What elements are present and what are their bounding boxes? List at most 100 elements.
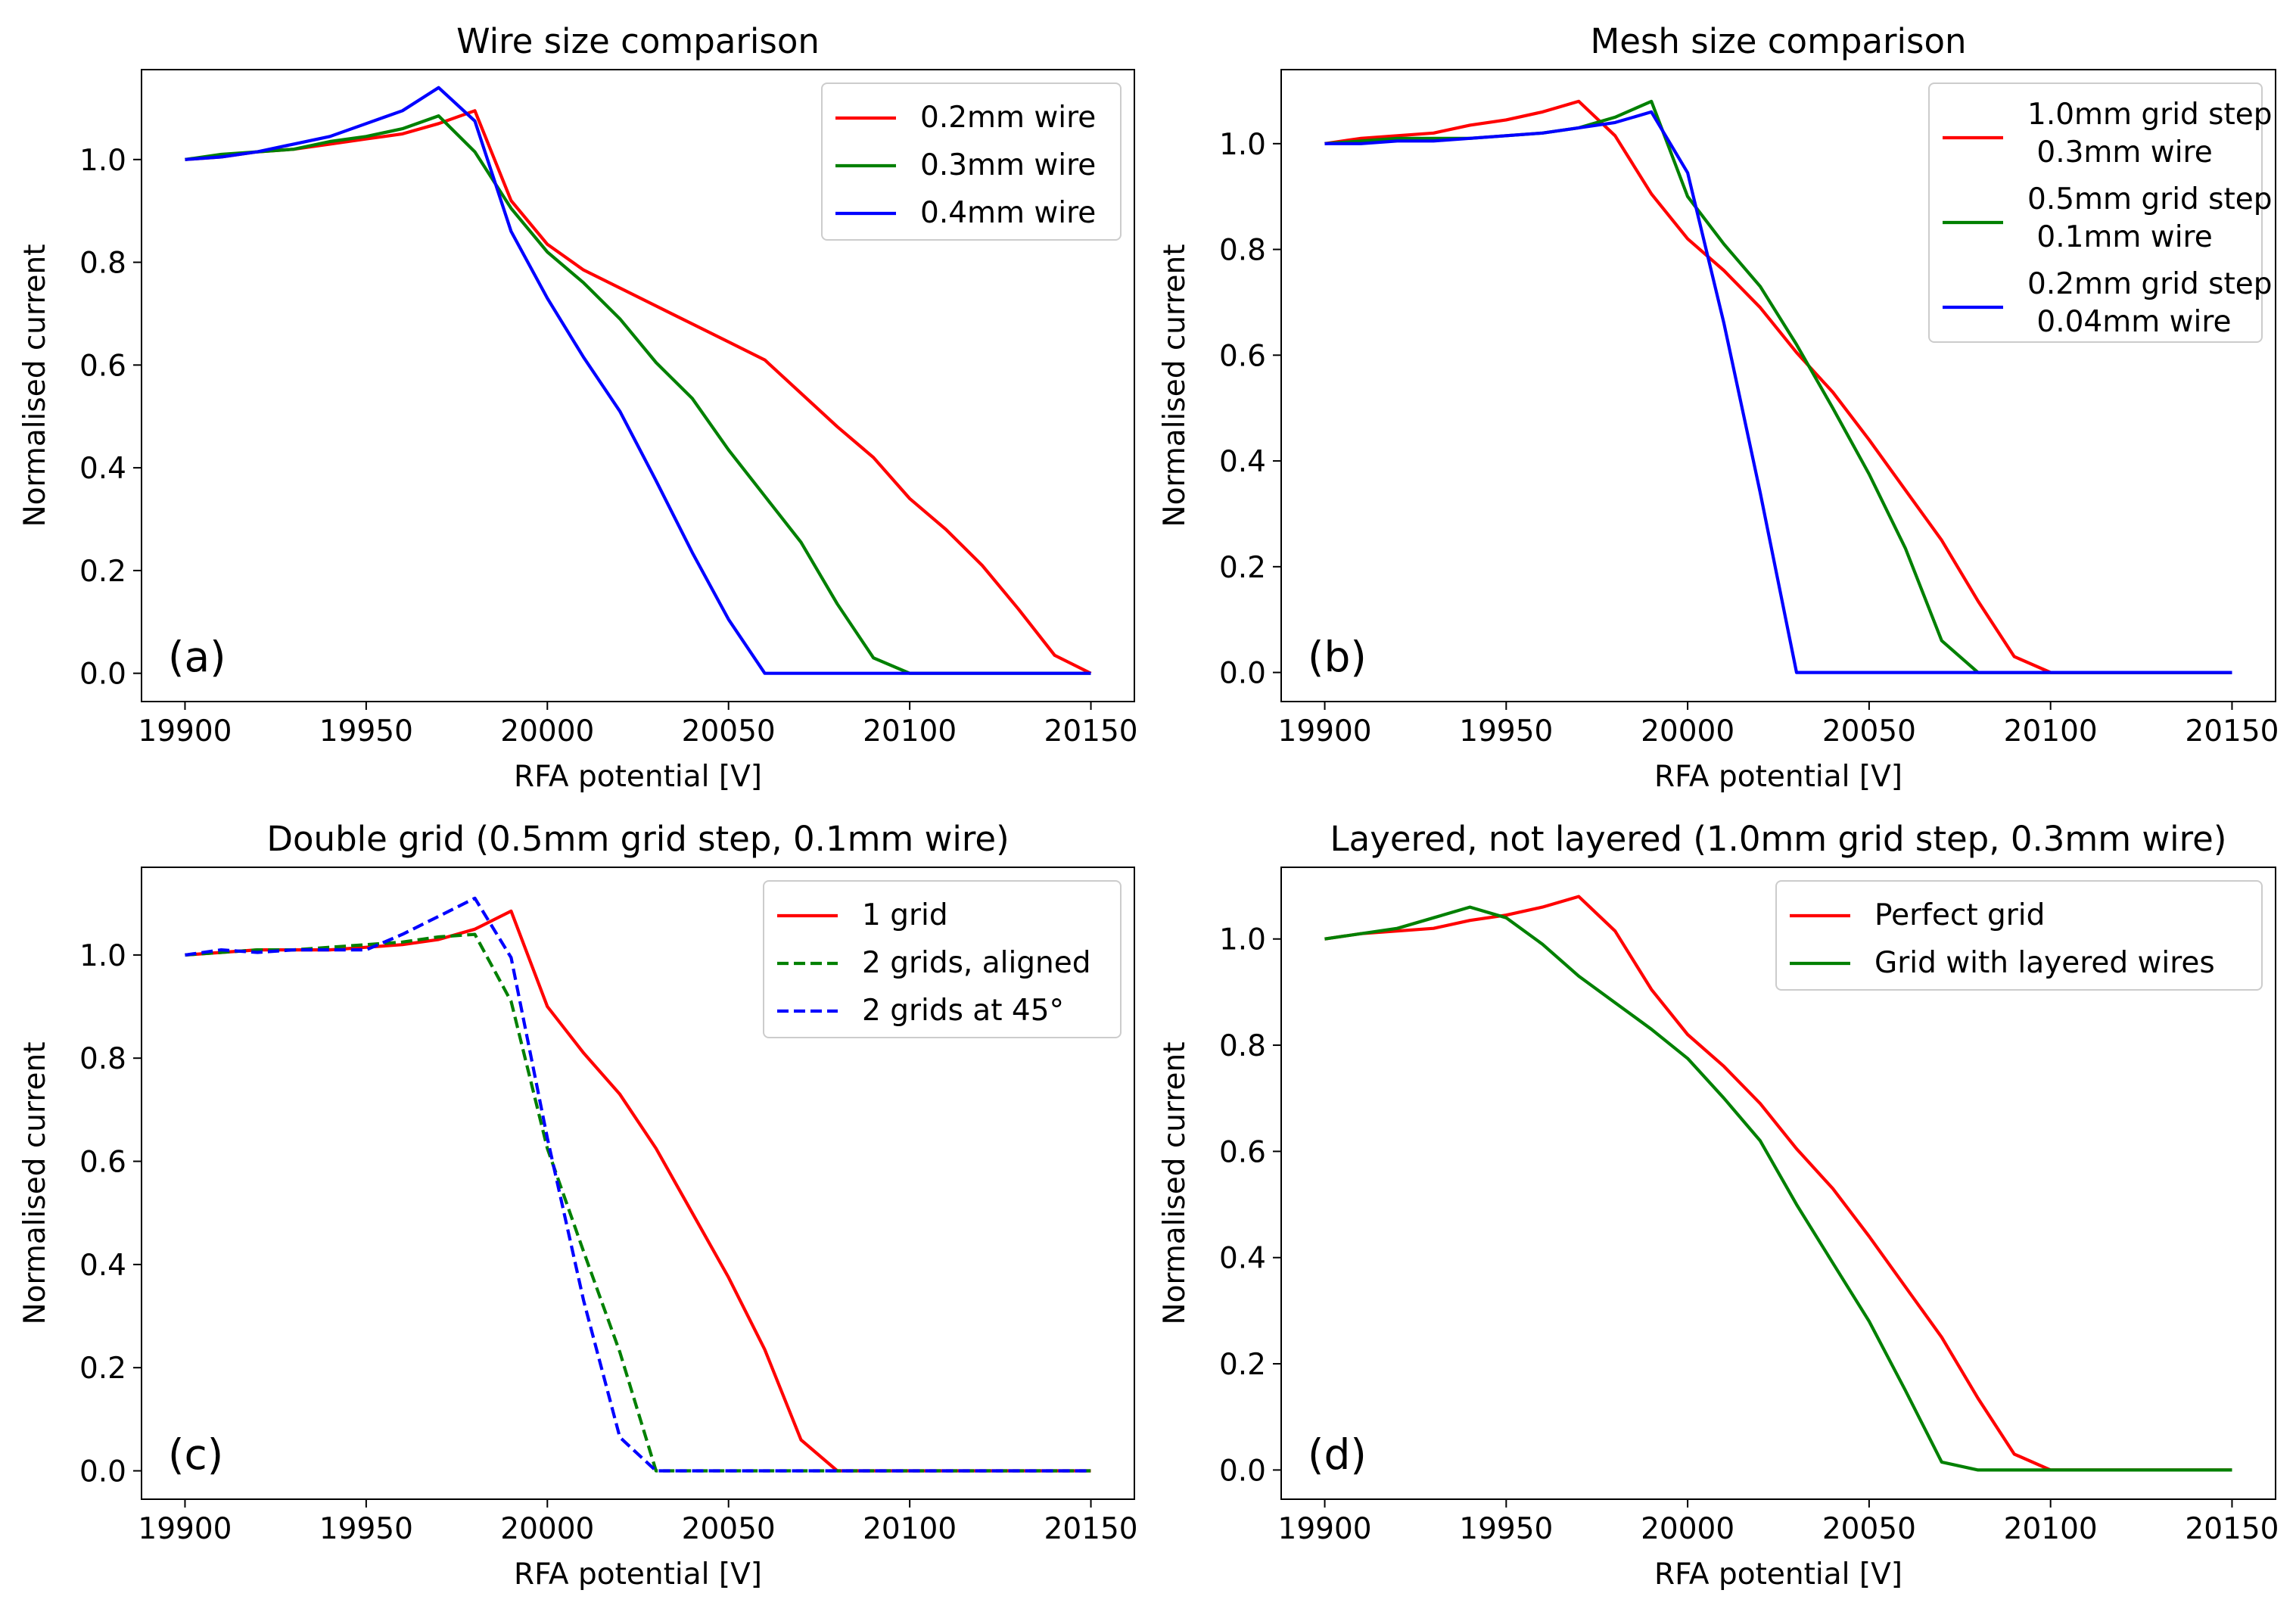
panel-d-legend-label-2: Grid with layered wires xyxy=(1874,946,2215,980)
panel-c-xtick-label: 20150 xyxy=(1044,1512,1138,1546)
panel-d-xtick-label: 19950 xyxy=(1459,1512,1553,1546)
panel-a-series-1-line xyxy=(185,109,1092,675)
panel-c-legend-label-3: 2 grids at 45° xyxy=(862,994,1064,1028)
panel-a-title: Wire size comparison xyxy=(456,21,820,61)
panel-a-xtick-label: 20050 xyxy=(682,714,776,748)
panel-a-legend-label-2: 0.3mm wire xyxy=(920,148,1096,182)
panel-b-ytick-label: 0.4 xyxy=(1219,445,1266,479)
panel-b-ytick-label: 0.8 xyxy=(1219,234,1266,268)
panel-d-xtick-label: 20050 xyxy=(1822,1512,1916,1546)
panel-b-xtick-label: 20150 xyxy=(2185,714,2279,748)
panel-c-legend-label-2: 2 grids, aligned xyxy=(862,946,1091,980)
panel-a-ytick-label: 1.0 xyxy=(79,144,126,178)
panel-d-ytick-label: 0.6 xyxy=(1219,1135,1266,1169)
panel-b-xtick-label: 20050 xyxy=(1822,714,1916,748)
panel-a-panel-label: (a) xyxy=(168,633,226,681)
panel-a-ytick-label: 0.6 xyxy=(79,349,126,383)
panel-c-legend-box xyxy=(763,880,1122,1038)
panel-c-ytick-label: 0.8 xyxy=(79,1042,126,1076)
panel-c-plot-area xyxy=(185,896,1091,1473)
panel-b-panel-label: (b) xyxy=(1308,633,1367,681)
panel-c-axes-frame xyxy=(141,867,1135,1500)
panel-b-xtick-label: 19900 xyxy=(1278,714,1372,748)
panel-a-xtick-label: 20150 xyxy=(1044,714,1138,748)
panel-c-ytick-label: 1.0 xyxy=(79,939,126,973)
panel-a-plot-area xyxy=(185,86,1092,675)
panel-b: Mesh size comparison 19900 19950 20000 20050… xyxy=(1158,21,2279,794)
panel-b-xlabel: RFA potential [V] xyxy=(1654,760,1902,794)
panel-c-xtick-label: 20000 xyxy=(500,1512,594,1546)
panel-a-ytick-label: 0.4 xyxy=(79,452,126,486)
panel-d-xtick-label: 20150 xyxy=(2185,1512,2279,1546)
panel-a-legend-label-3: 0.4mm wire xyxy=(920,196,1096,230)
panel-c-ytick-label: 0.4 xyxy=(79,1249,126,1283)
panel-b-series-3-line xyxy=(1324,110,2232,674)
panel-b-plot-area xyxy=(1324,99,2232,674)
panel-c-ytick-label: 0.2 xyxy=(79,1352,126,1386)
panel-a-ytick-label: 0.8 xyxy=(79,247,126,281)
panel-d-plot-area xyxy=(1324,895,2232,1472)
panel-d-legend-box xyxy=(1775,880,2263,991)
panel-c-panel-label: (c) xyxy=(168,1430,223,1479)
panel-c-xtick-label: 19900 xyxy=(138,1512,232,1546)
panel-c-ytick-label: 0.0 xyxy=(79,1455,126,1489)
panel-a-ylabel: Normalised current xyxy=(18,244,52,527)
panel-c-title: Double grid (0.5mm grid step, 0.1mm wire… xyxy=(266,819,1009,859)
panel-d-panel-label: (d) xyxy=(1308,1430,1367,1479)
panel-b-legend-label-3: 0.2mm grid step 0.04mm wire xyxy=(2027,267,2273,339)
panel-d: Layered, not layered (1.0mm grid step, 0… xyxy=(1158,819,2279,1592)
panel-a-series-3-line xyxy=(185,86,1091,675)
panel-d-ytick-label: 0.8 xyxy=(1219,1029,1266,1063)
panel-b-legend-label-1: 1.0mm grid step 0.3mm wire xyxy=(2027,98,2273,170)
panel-d-ylabel: Normalised current xyxy=(1158,1041,1192,1324)
panel-b-ylabel: Normalised current xyxy=(1158,244,1192,527)
panel-b-legend-box xyxy=(1928,82,2263,343)
panel-b-title: Mesh size comparison xyxy=(1590,21,1966,61)
panel-d-ytick-label: 0.2 xyxy=(1219,1348,1266,1382)
panel-a-axes-frame xyxy=(141,69,1135,702)
panel-b-legend-label-2: 0.5mm grid step 0.1mm wire xyxy=(2027,182,2273,254)
panel-c: Double grid (0.5mm grid step, 0.1mm wire… xyxy=(18,819,1138,1592)
panel-b-axes-frame xyxy=(1280,69,2276,702)
panel-a-ytick-label: 0.2 xyxy=(79,555,126,589)
panel-d-legend: Perfect grid Grid with layered wires xyxy=(1775,880,2263,991)
panel-b-xtick-label: 20000 xyxy=(1641,714,1734,748)
panel-b-ytick-label: 0.0 xyxy=(1219,657,1266,691)
panel-b-ytick-label: 1.0 xyxy=(1219,128,1266,162)
panel-c-xtick-label: 20050 xyxy=(682,1512,776,1546)
panel-d-series-2-line xyxy=(1324,905,2232,1472)
panel-c-legend: 1 grid 2 grids, aligned 2 grids at 45° xyxy=(763,880,1122,1038)
panel-a-legend-label-1: 0.2mm wire xyxy=(920,101,1096,135)
panel-a-legend-box xyxy=(821,82,1122,241)
panel-b-legend: 1.0mm grid step 0.3mm wire 0.5mm grid ste… xyxy=(1928,82,2273,343)
panel-c-series-3-line xyxy=(185,896,1091,1473)
panel-b-ytick-label: 0.6 xyxy=(1219,339,1266,373)
panel-a-xtick-label: 20100 xyxy=(863,714,957,748)
panel-d-xtick-label: 19900 xyxy=(1278,1512,1372,1546)
panel-b-xtick-label: 20100 xyxy=(2004,714,2098,748)
panel-c-xlabel: RFA potential [V] xyxy=(514,1557,762,1592)
panel-d-xtick-label: 20000 xyxy=(1641,1512,1734,1546)
panel-d-ytick-label: 0.0 xyxy=(1219,1454,1266,1488)
panel-d-legend-label-1: Perfect grid xyxy=(1874,898,2045,932)
panel-c-xtick-label: 19950 xyxy=(319,1512,413,1546)
panel-c-legend-label-1: 1 grid xyxy=(862,898,948,932)
panel-a-xtick-label: 20000 xyxy=(500,714,594,748)
panel-a-xtick-label: 19950 xyxy=(319,714,413,748)
panel-a-xtick-label: 19900 xyxy=(138,714,232,748)
panel-c-series-2-line xyxy=(185,932,1091,1473)
panel-d-ytick-label: 1.0 xyxy=(1219,923,1266,957)
panel-d-title: Layered, not layered (1.0mm grid step, 0… xyxy=(1330,819,2227,859)
panel-c-ylabel: Normalised current xyxy=(18,1041,52,1324)
panel-d-ytick-label: 0.4 xyxy=(1219,1242,1266,1276)
panel-a-ytick-label: 0.0 xyxy=(79,658,126,692)
panel-a: Wire size comparison 19900 19950 20000 20050… xyxy=(18,21,1138,794)
panel-a-legend: 0.2mm wire 0.3mm wire 0.4mm wire xyxy=(821,82,1122,241)
panel-a-xlabel: RFA potential [V] xyxy=(514,760,762,794)
panel-b-xtick-label: 19950 xyxy=(1459,714,1553,748)
panel-c-ytick-label: 0.6 xyxy=(79,1146,126,1180)
panel-b-ytick-label: 0.2 xyxy=(1219,551,1266,585)
panel-d-xlabel: RFA potential [V] xyxy=(1654,1557,1902,1592)
panel-d-xtick-label: 20100 xyxy=(2004,1512,2098,1546)
